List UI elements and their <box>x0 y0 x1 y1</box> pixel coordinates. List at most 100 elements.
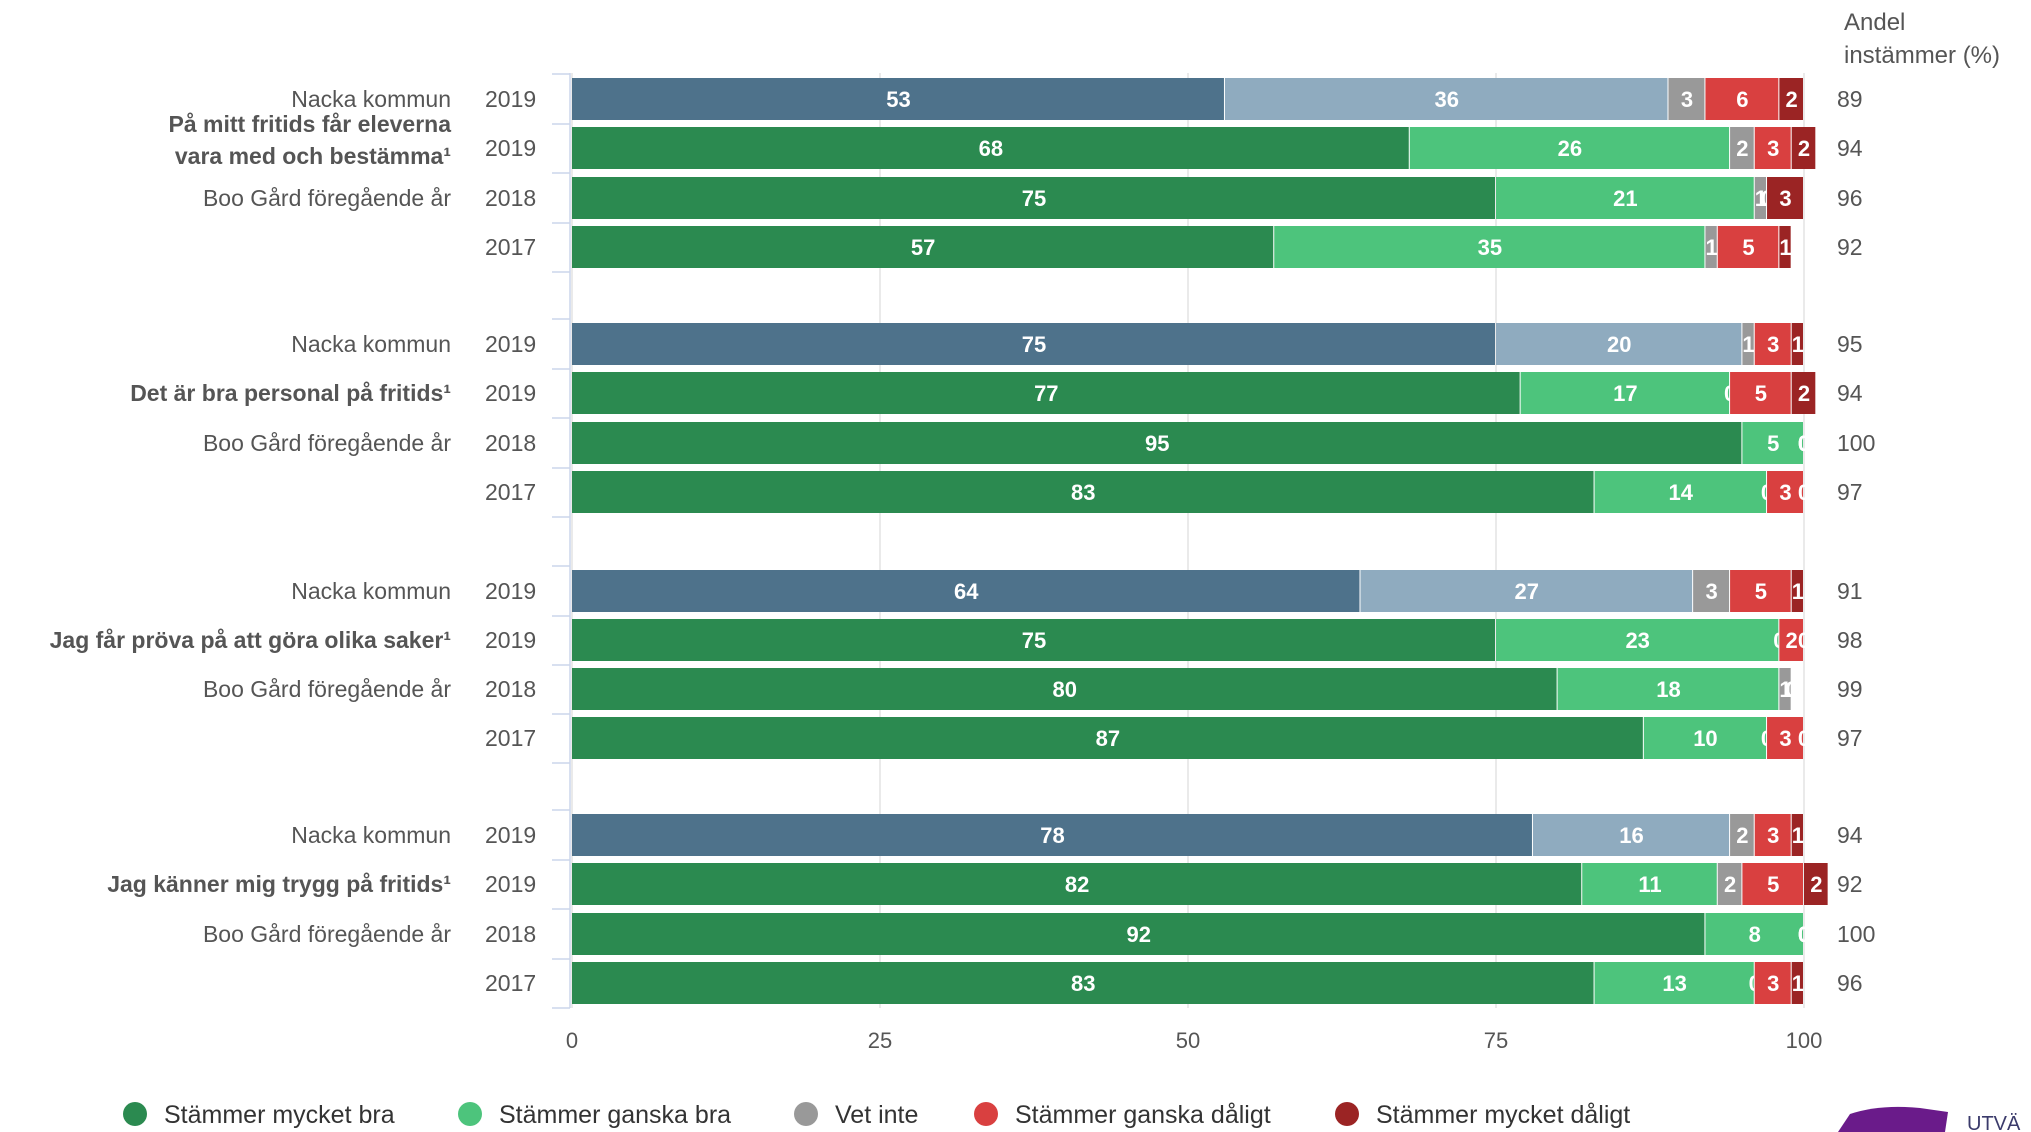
segment-value: 0 <box>1798 726 1810 751</box>
bar-segment <box>1767 177 1803 219</box>
right-header-line-2: instämmer (%) <box>1844 42 2000 69</box>
bar-segment <box>1791 323 1803 365</box>
agree-percent: 94 <box>1837 135 1863 161</box>
row-label: Nacka kommun <box>291 331 451 357</box>
bar-segment <box>1730 372 1791 414</box>
row-year: 2018 <box>485 921 536 947</box>
segment-value: 0 <box>1798 922 1810 947</box>
x-tick-label: 25 <box>868 1028 892 1053</box>
bar-segment <box>1754 177 1767 219</box>
bar-segment <box>1730 127 1754 169</box>
bar-segment <box>1779 226 1791 268</box>
segment-value: 26 <box>1558 136 1582 161</box>
bar-segment <box>1717 863 1742 905</box>
x-tick-label: 75 <box>1484 1028 1508 1053</box>
segment-value: 20 <box>1607 332 1631 357</box>
row-label: Boo Gård föregående år <box>203 430 451 456</box>
row-year: 2017 <box>485 479 536 505</box>
segment-value: 80 <box>1053 677 1077 702</box>
x-axis: 0 25 50 75 100 <box>552 73 1822 1053</box>
segment-value: 1 <box>1792 971 1804 996</box>
bar-segment <box>1409 127 1730 169</box>
agree-percent: 100 <box>1837 430 1875 456</box>
segment-value: 2 <box>1736 823 1748 848</box>
segment-value: 1 <box>1792 332 1804 357</box>
segment-value: 27 <box>1515 579 1539 604</box>
segment-value: 2 <box>1798 136 1810 161</box>
bar-segment <box>1791 372 1816 414</box>
bar-segment <box>1557 668 1779 710</box>
agree-percent: 96 <box>1837 185 1863 211</box>
segment-value: 2 <box>1736 136 1748 161</box>
bar-segment <box>572 619 1495 661</box>
row-year: 2019 <box>485 135 536 161</box>
agree-percent: 97 <box>1837 725 1863 751</box>
segment-value: 5 <box>1755 579 1767 604</box>
segment-value: 0 <box>1798 922 1810 947</box>
bar-segment <box>1360 570 1693 612</box>
agree-percent: 98 <box>1837 627 1863 653</box>
segment-value: 3 <box>1705 579 1717 604</box>
segment-value: 57 <box>911 235 935 260</box>
bar-segment <box>1742 323 1754 365</box>
agree-percent: 100 <box>1837 921 1875 947</box>
agree-percent: 89 <box>1837 86 1863 112</box>
legend: Stämmer mycket bra Stämmer ganska bra Vet … <box>123 1101 1630 1129</box>
row-label: Nacka kommun <box>291 822 451 848</box>
bar-segment <box>1496 323 1742 365</box>
segment-value: 77 <box>1034 381 1058 406</box>
row-year: 2018 <box>485 185 536 211</box>
question-label: På mitt fritids får eleverna <box>169 111 452 137</box>
question-label: Jag känner mig trygg på fritids¹ <box>107 871 451 897</box>
legend-marker <box>794 1102 818 1126</box>
segment-value: 2 <box>1724 872 1736 897</box>
bar-segment <box>1668 78 1705 120</box>
segment-value: 1 <box>1779 235 1791 260</box>
row-year: 2019 <box>485 627 536 653</box>
bar-segment <box>572 913 1705 955</box>
question-label: Jag får pröva på att göra olika saker¹ <box>50 627 451 653</box>
row-year: 2019 <box>485 331 536 357</box>
segment-value: 82 <box>1065 872 1089 897</box>
bar-segment <box>1791 127 1816 169</box>
agree-percent: 91 <box>1837 578 1863 604</box>
segment-value: 0 <box>1798 431 1810 456</box>
agree-percent: 97 <box>1837 479 1863 505</box>
segment-value: 3 <box>1779 726 1791 751</box>
segment-value: 1 <box>1792 823 1804 848</box>
bar-segment <box>1705 78 1779 120</box>
segment-value: 18 <box>1656 677 1680 702</box>
segment-value: 3 <box>1767 971 1779 996</box>
row-labels: På mitt fritids får eleverna vara med och… <box>50 86 1876 996</box>
bars: 5336362682623275211035735151752013177170… <box>572 78 1828 1004</box>
bar-segment <box>572 177 1495 219</box>
segment-value: 3 <box>1767 823 1779 848</box>
row-label: Nacka kommun <box>291 86 451 112</box>
segment-value: 17 <box>1613 381 1637 406</box>
segment-value: 75 <box>1022 628 1046 653</box>
x-tick-label: 100 <box>1786 1028 1823 1053</box>
bar-segment <box>1791 814 1803 856</box>
bar-segment <box>1779 619 1803 661</box>
segment-value: 75 <box>1022 332 1046 357</box>
row-year: 2017 <box>485 970 536 996</box>
agree-percent: 92 <box>1837 234 1863 260</box>
bar-segment <box>1779 78 1803 120</box>
row-year: 2019 <box>485 578 536 604</box>
row-year: 2017 <box>485 725 536 751</box>
segment-value: 5 <box>1755 381 1767 406</box>
question-label: vara med och bestämma¹ <box>175 143 451 169</box>
bar-segment <box>1594 962 1754 1004</box>
bar-segment <box>572 127 1409 169</box>
bar-segment <box>572 226 1274 268</box>
bar-segment <box>572 78 1224 120</box>
row-year: 2019 <box>485 86 536 112</box>
bar-segment <box>1730 570 1791 612</box>
segment-value: 6 <box>1736 87 1748 112</box>
row-label: Boo Gård föregående år <box>203 676 451 702</box>
segment-value: 1 <box>1742 332 1754 357</box>
bar-segment <box>1582 863 1717 905</box>
bar-segment <box>1804 863 1828 905</box>
segment-value: 14 <box>1669 480 1694 505</box>
right-header-line-1: Andel <box>1844 9 1905 36</box>
